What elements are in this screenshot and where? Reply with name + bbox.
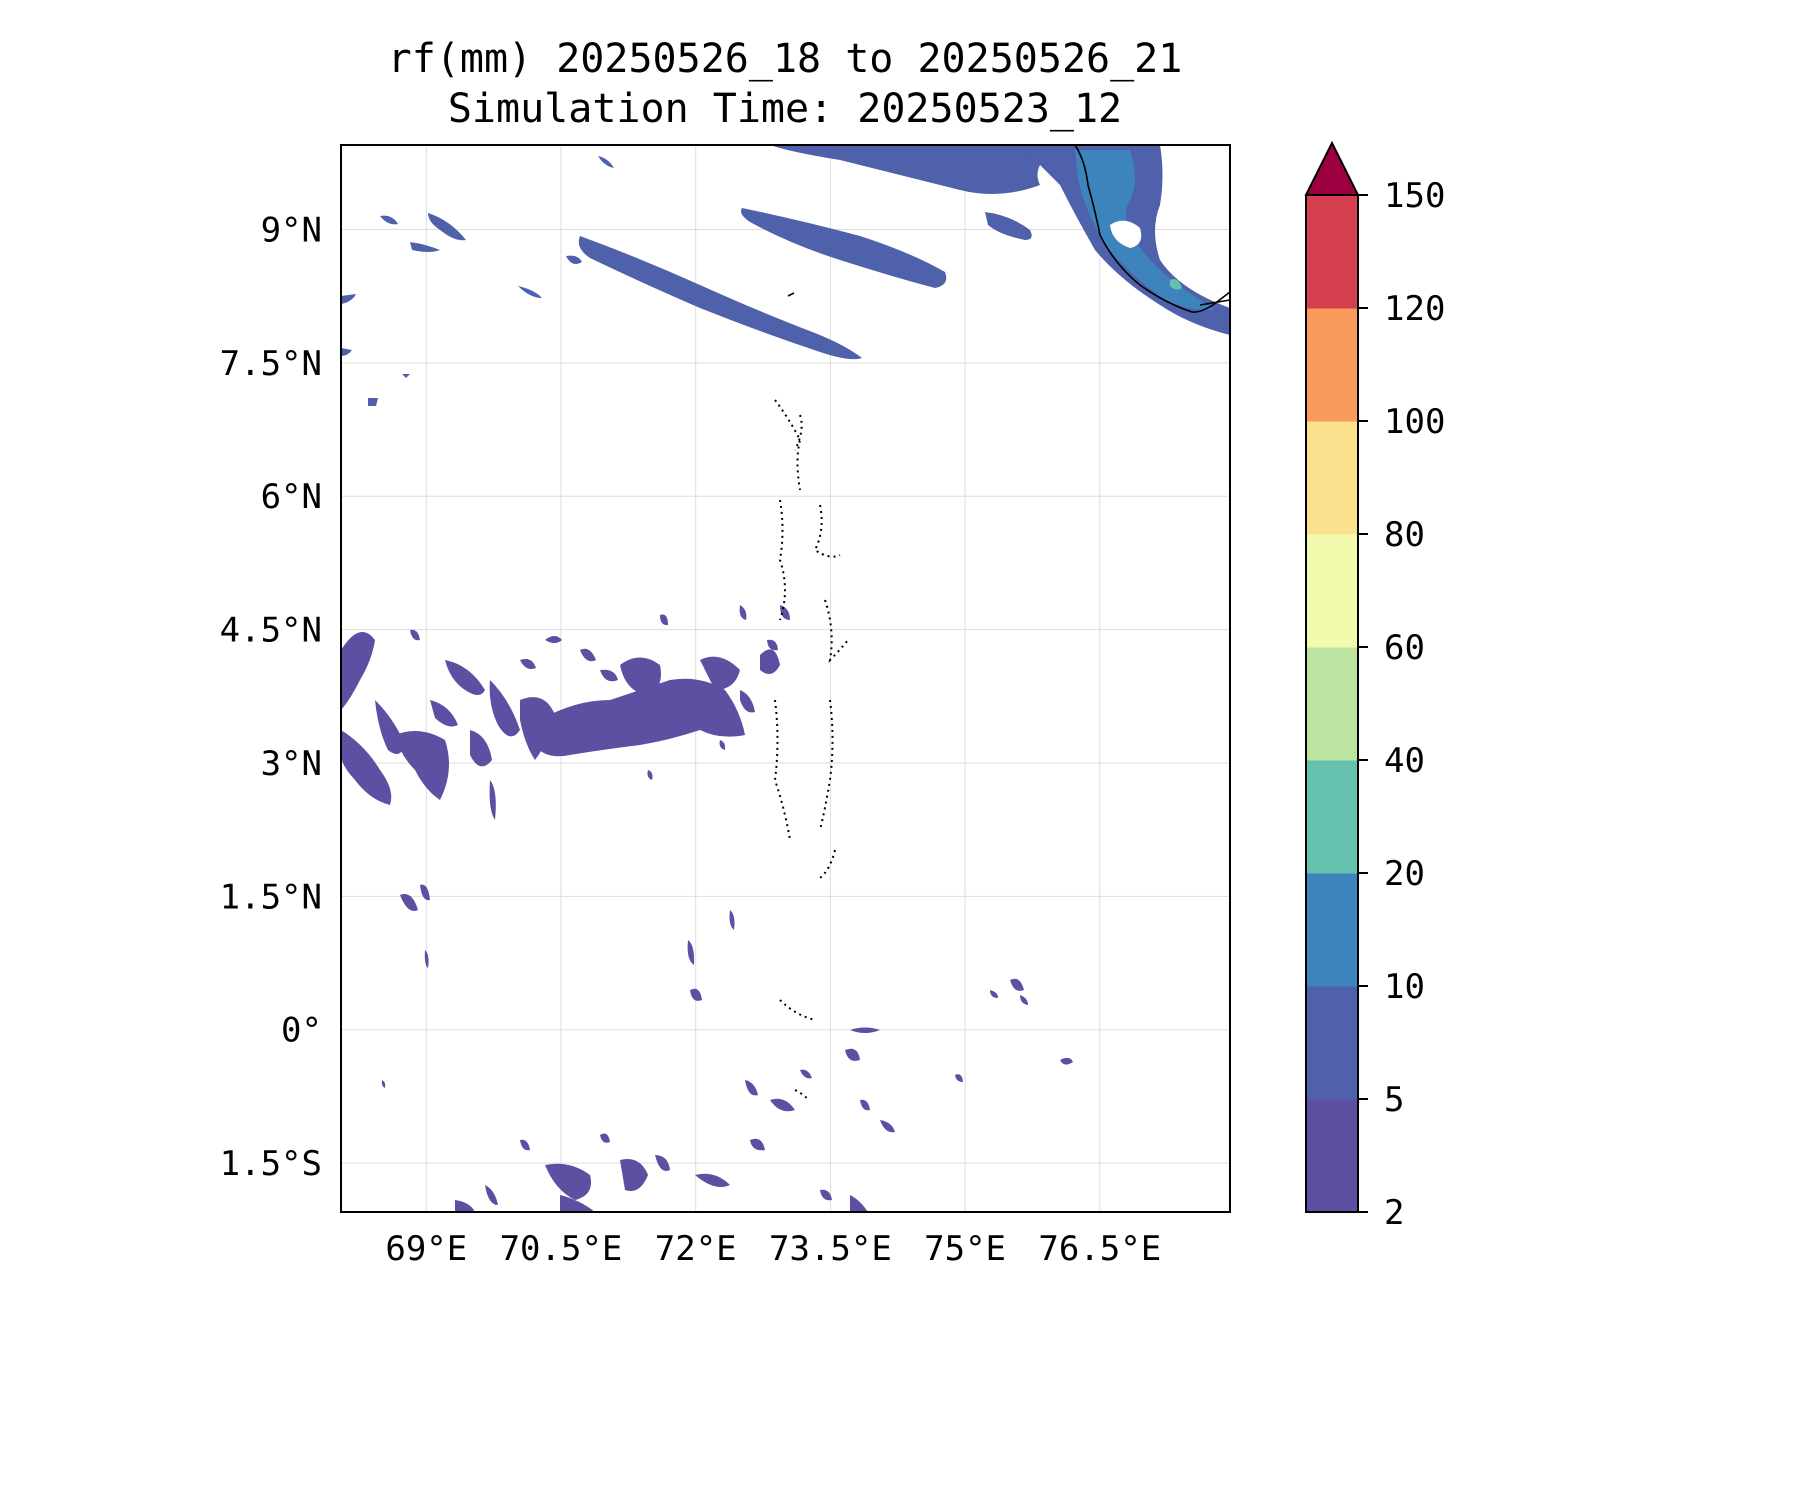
colorbar-frame bbox=[1305, 194, 1359, 1213]
colorbar-segment bbox=[1306, 308, 1358, 422]
maldives-atolls bbox=[773, 399, 849, 1101]
lon-tick-label: 75°E bbox=[924, 1229, 1006, 1269]
colorbar-tick-label: 100 bbox=[1384, 402, 1445, 442]
lat-tick-label: 0° bbox=[281, 1011, 322, 1051]
rain-blob-n9 bbox=[368, 398, 378, 406]
colorbar-tick-label: 20 bbox=[1384, 854, 1425, 894]
colorbar-tick-label: 10 bbox=[1384, 967, 1425, 1007]
rain-blob-n6 bbox=[598, 156, 614, 168]
lon-tick-label: 69°E bbox=[385, 1229, 467, 1269]
colorbar-segment bbox=[1306, 647, 1358, 761]
rain-blob-n7 bbox=[341, 294, 356, 304]
lat-tick-label: 4.5°N bbox=[220, 611, 322, 651]
lat-tick-label: 6°N bbox=[261, 477, 322, 517]
lon-tick-label: 72°E bbox=[655, 1229, 737, 1269]
colorbar-segment bbox=[1306, 873, 1358, 987]
rain-spot-coast-green bbox=[1170, 279, 1182, 290]
rain-blob-n1 bbox=[380, 215, 398, 225]
rain-blob-n8 bbox=[341, 348, 352, 356]
lat-tick-label: 1.5°S bbox=[220, 1144, 322, 1184]
colorbar-segment bbox=[1306, 986, 1358, 1100]
map-title: rf(mm) 20250526_18 to 20250526_21 bbox=[387, 36, 1183, 82]
rain-band-coast-hole bbox=[1110, 220, 1142, 248]
colorbar-tick-label: 80 bbox=[1384, 515, 1425, 555]
colorbar-tick-label: 150 bbox=[1384, 176, 1445, 216]
rain-band-north-3 bbox=[770, 145, 1060, 194]
colorbar: 2 5 10 20 40 60 80 100 120 150 bbox=[1304, 140, 1445, 1233]
latitude-tick-labels: 9°N 7.5°N 6°N 4.5°N 3°N 1.5°N 0° 1.5°S bbox=[220, 210, 322, 1184]
colorbar-segment bbox=[1306, 534, 1358, 648]
lon-tick-label: 73.5°E bbox=[769, 1229, 892, 1269]
colorbar-extend-arrow bbox=[1304, 140, 1360, 196]
lat-tick-label: 3°N bbox=[261, 744, 322, 784]
rain-band-north-2 bbox=[741, 208, 947, 288]
colorbar-segment bbox=[1306, 195, 1358, 309]
lat-tick-label: 9°N bbox=[261, 210, 322, 250]
lon-tick-label: 70.5°E bbox=[500, 1229, 623, 1269]
colorbar-tick-label: 5 bbox=[1384, 1080, 1404, 1120]
rain-blob-n2 bbox=[428, 213, 466, 241]
coastline-layer bbox=[773, 145, 1230, 1101]
lat-tick-label: 7.5°N bbox=[220, 344, 322, 384]
map-frame bbox=[340, 144, 1231, 1213]
colorbar-segment bbox=[1306, 760, 1358, 874]
rain-band-coast-inner bbox=[1075, 150, 1215, 311]
colorbar-tick-label: 40 bbox=[1384, 741, 1425, 781]
rainfall-fill-layer bbox=[341, 145, 1230, 1212]
colorbar-tick-label: 120 bbox=[1384, 289, 1445, 329]
sri-lanka-edge bbox=[1199, 299, 1230, 306]
colorbar-tick-label: 2 bbox=[1384, 1193, 1404, 1233]
lat-tick-label: 1.5°N bbox=[220, 877, 322, 917]
colorbar-tick-label: 60 bbox=[1384, 628, 1425, 668]
rain-blob-n5 bbox=[566, 255, 582, 264]
colorbar-segment bbox=[1306, 421, 1358, 535]
colorbar-segment bbox=[1306, 1099, 1358, 1213]
map-subtitle: Simulation Time: 20250523_12 bbox=[447, 86, 1123, 132]
india-coastline bbox=[1074, 145, 1230, 313]
rain-blob-n10 bbox=[402, 374, 410, 378]
rain-cluster-south bbox=[381, 884, 1073, 1212]
lon-tick-label: 76.5°E bbox=[1038, 1229, 1161, 1269]
rain-band-north-4 bbox=[985, 212, 1032, 240]
gridlines bbox=[341, 145, 1230, 1212]
longitude-tick-labels: 69°E 70.5°E 72°E 73.5°E 75°E 76.5°E bbox=[385, 1229, 1161, 1269]
rain-cluster-central bbox=[341, 605, 790, 820]
rain-blob-n4 bbox=[518, 286, 542, 298]
rain-band-north-1 bbox=[578, 236, 862, 360]
rain-blob-n3 bbox=[410, 242, 440, 252]
lakshadweep-island bbox=[787, 292, 795, 297]
